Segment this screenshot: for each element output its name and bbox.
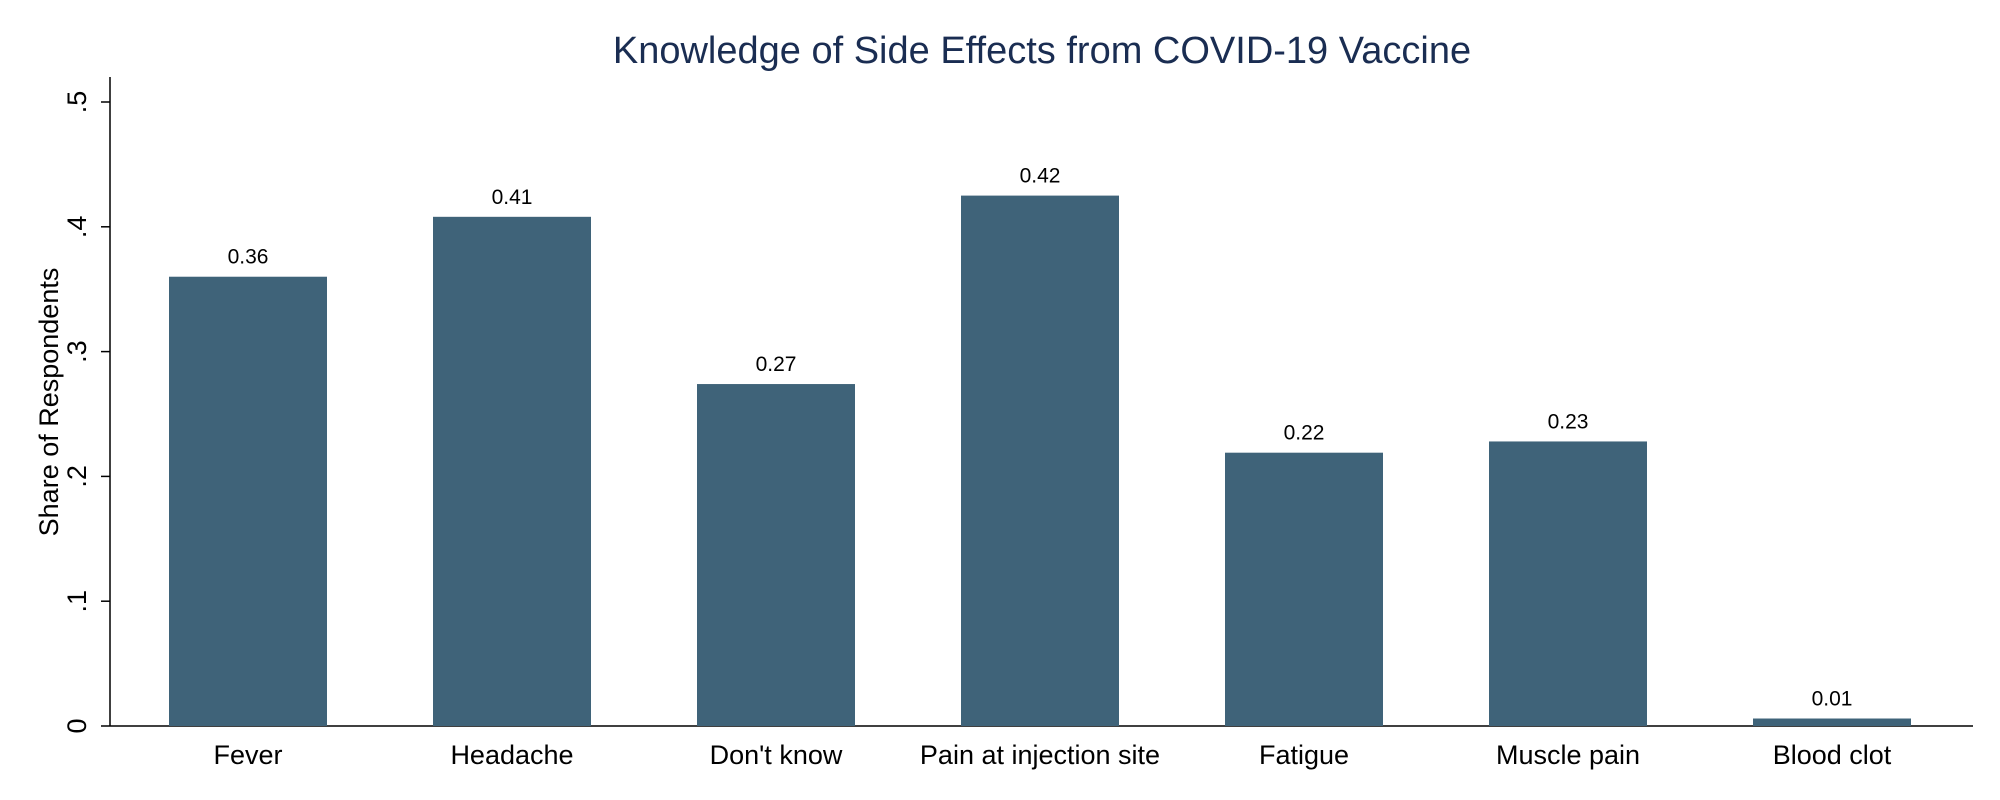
y-axis: 0 .1 .2 .3 .4 .5: [62, 77, 111, 734]
bar-data-label: 0.23: [1548, 410, 1589, 433]
y-tick-label: .3: [62, 340, 92, 363]
bar-data-label: 0.22: [1284, 422, 1325, 445]
x-tick-label: Don't know: [710, 740, 843, 770]
y-tick-label: .5: [62, 91, 92, 114]
y-tick-label: .4: [62, 216, 92, 239]
data-labels: 0.36 0.41 0.27 0.42 0.22 0.23 0.01: [228, 165, 1853, 711]
x-tick-label: Fatigue: [1259, 740, 1349, 770]
bar-data-label: 0.41: [492, 186, 533, 209]
bar-data-label: 0.27: [756, 353, 797, 376]
bar: [1489, 441, 1647, 726]
bar: [697, 384, 855, 726]
bar-data-label: 0.01: [1812, 688, 1853, 711]
bar: [1225, 452, 1383, 726]
x-tick-label: Headache: [450, 740, 573, 770]
y-tick-label: .2: [62, 465, 92, 488]
category-labels: Fever Headache Don't know Pain at injection…: [213, 740, 1891, 770]
x-tick-label: Muscle pain: [1496, 740, 1640, 770]
bar: [433, 216, 591, 727]
y-axis-label: Share of Respondents: [34, 268, 64, 537]
bar-data-label: 0.36: [228, 246, 269, 269]
chart-title: Knowledge of Side Effects from COVID-19 …: [613, 30, 1471, 72]
bar: [1753, 718, 1911, 726]
bar: [961, 195, 1119, 727]
y-tick-label: .1: [62, 590, 92, 613]
x-tick-label: Blood clot: [1773, 740, 1892, 770]
bars: [169, 195, 1911, 727]
bar-data-label: 0.42: [1020, 165, 1061, 188]
x-tick-label: Fever: [213, 740, 282, 770]
x-tick-label: Pain at injection site: [920, 740, 1160, 770]
bar: [169, 276, 327, 726]
y-tick-label: 0: [62, 718, 92, 733]
